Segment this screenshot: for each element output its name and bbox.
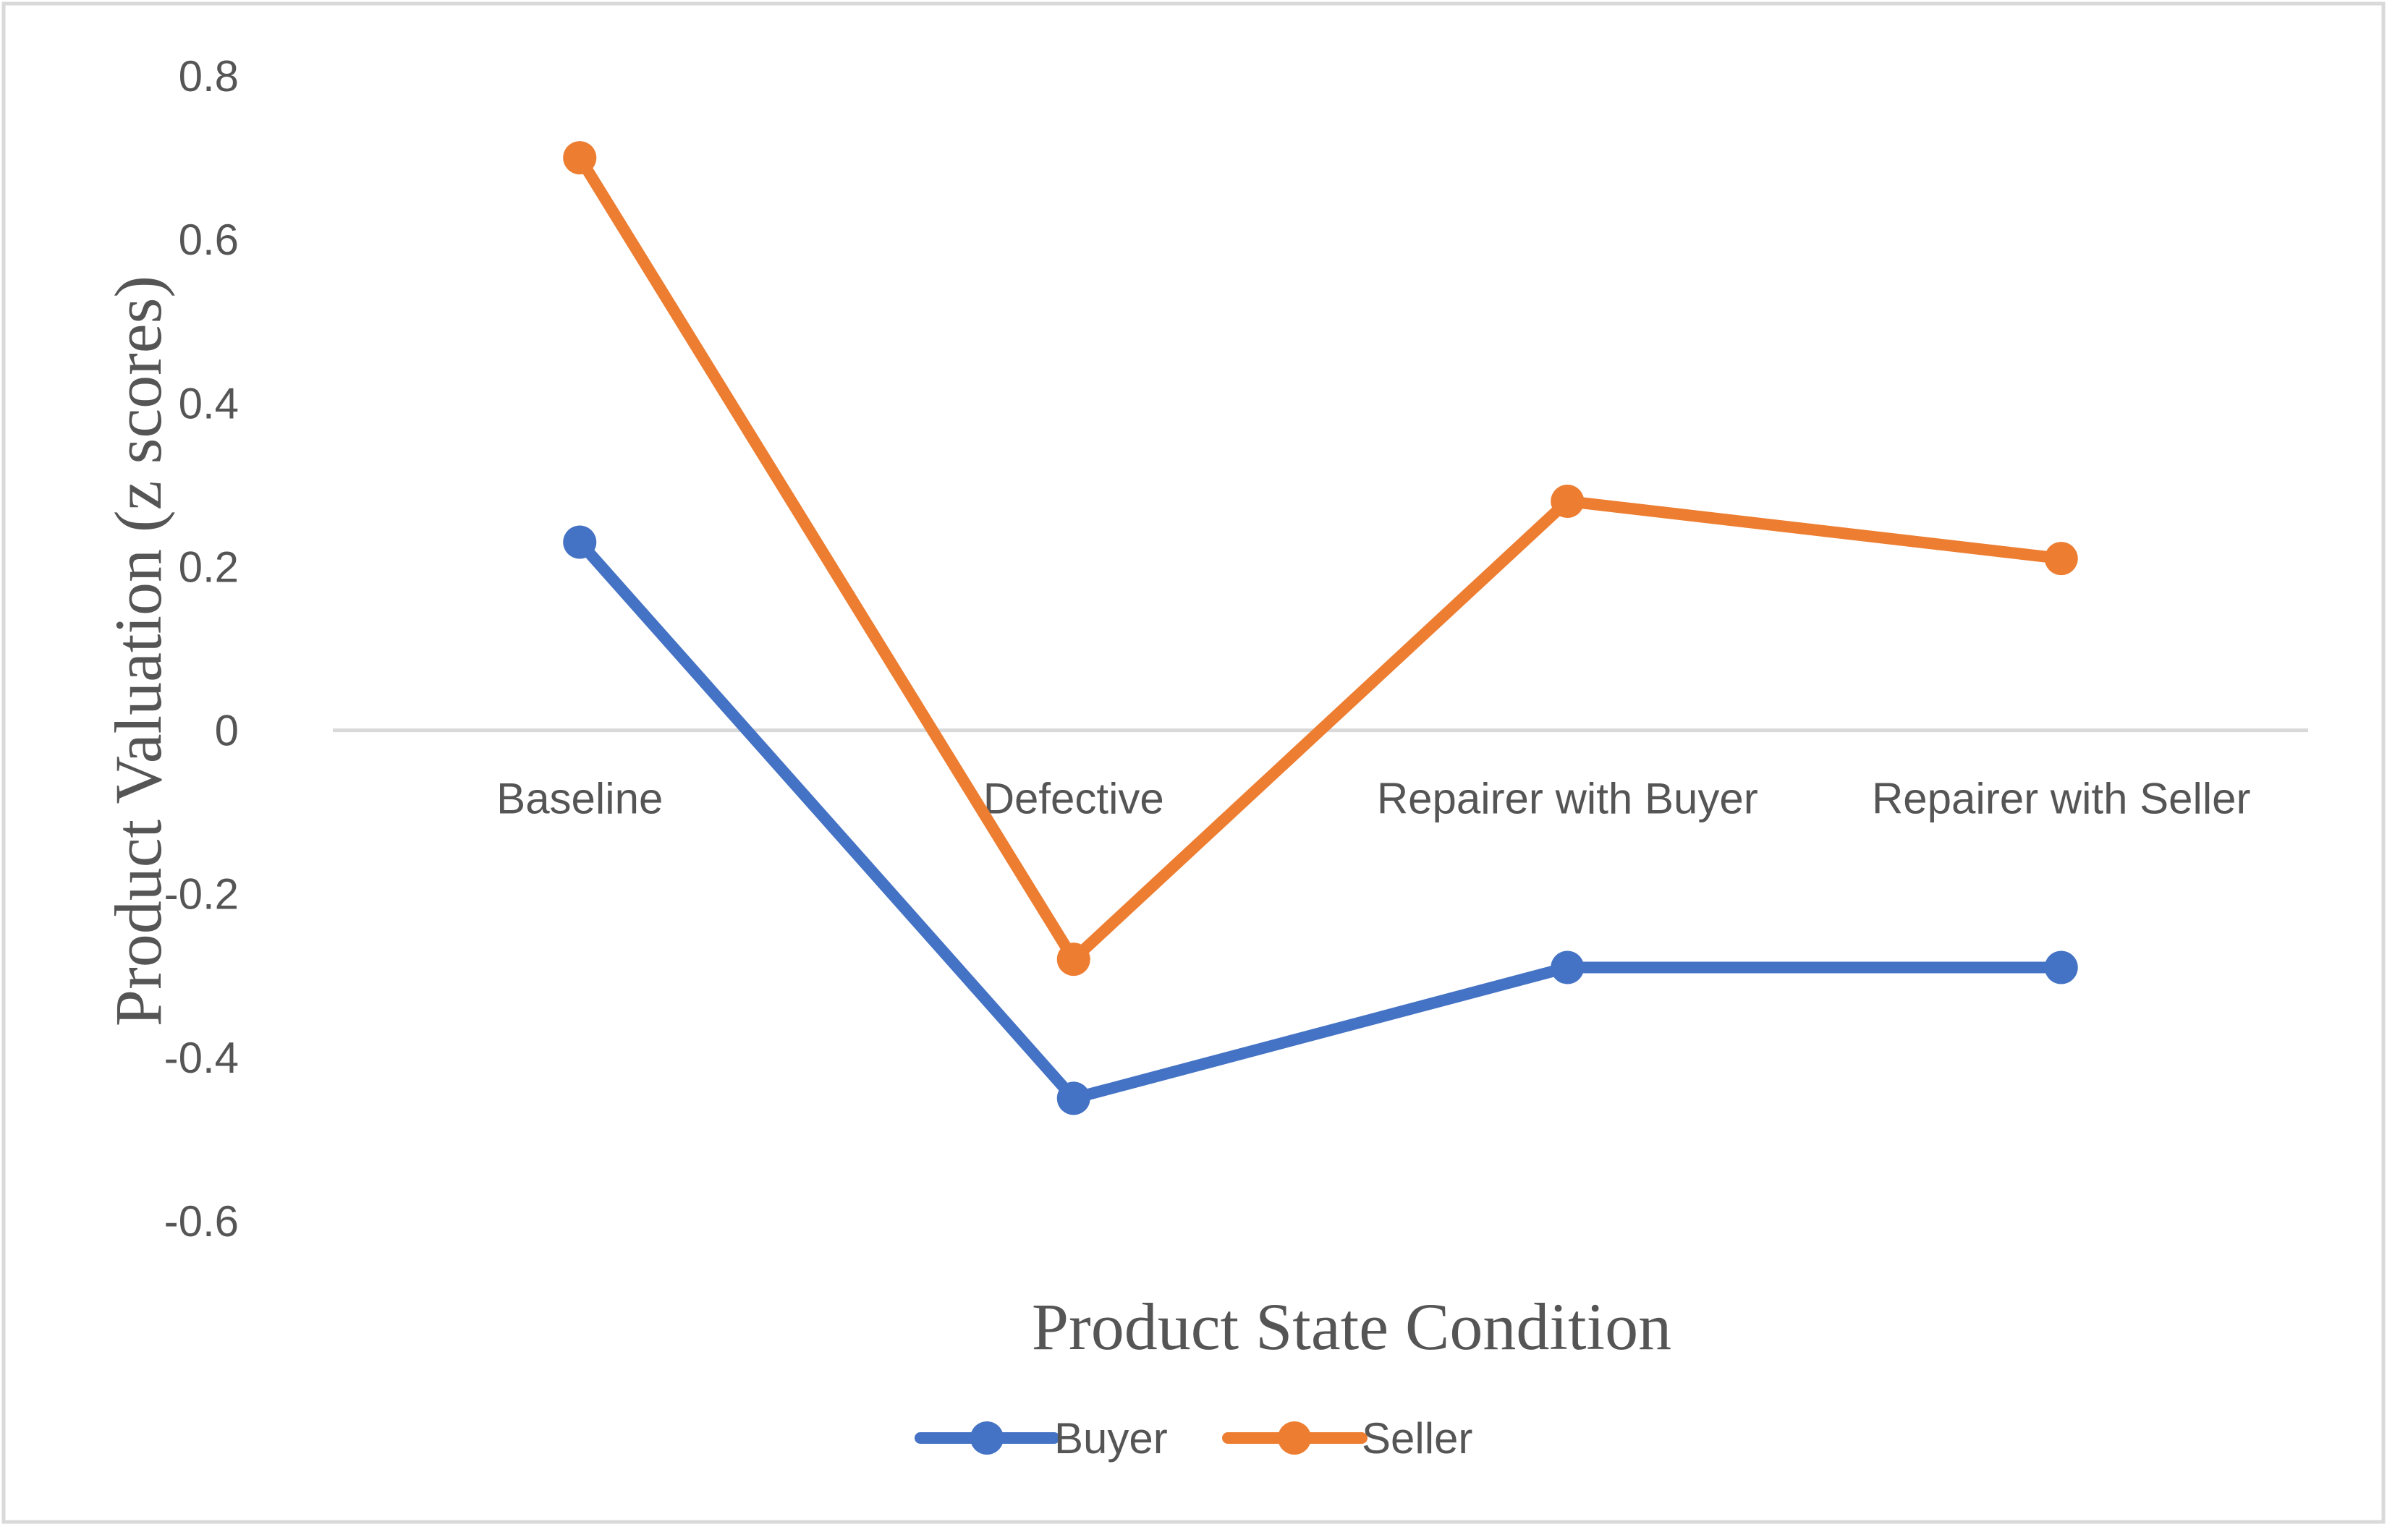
data-point-buyer — [1056, 1081, 1090, 1115]
legend-swatch-marker-seller — [1278, 1421, 1311, 1455]
x-category-label: Repairer with Buyer — [1377, 775, 1758, 823]
x-category-label: Baseline — [496, 775, 663, 823]
data-point-buyer — [2044, 950, 2078, 984]
y-tick-label: 0 — [215, 707, 239, 755]
category-labels: Baseline Defective Repairer with Buyer Repa… — [496, 775, 2250, 823]
series-group — [563, 141, 2078, 1115]
x-category-label: Repairer with Seller — [1872, 775, 2251, 823]
series-line-buyer — [574, 536, 2067, 1105]
legend-label-buyer: Buyer — [1054, 1414, 1168, 1463]
data-point-seller — [1551, 484, 1585, 518]
y-tick-label: -0.4 — [164, 1034, 239, 1082]
data-point-buyer — [563, 525, 597, 559]
x-axis-title: Product State Condition — [1032, 1290, 1671, 1364]
y-tick-label: 0.2 — [179, 543, 239, 591]
y-tick-label: 0.4 — [179, 379, 239, 427]
series-line-seller — [574, 152, 2067, 966]
legend-swatch-marker-buyer — [970, 1421, 1004, 1455]
legend-label-seller: Seller — [1362, 1414, 1472, 1463]
y-tick-label: -0.6 — [164, 1197, 239, 1246]
data-point-seller — [2044, 542, 2078, 576]
legend: Buyer Seller — [915, 1414, 1472, 1463]
y-tick-label: 0.6 — [179, 216, 239, 264]
y-axis-title: Product Valuation (z scores) — [101, 276, 175, 1026]
y-tick-label: -0.2 — [164, 870, 239, 919]
y-axis-ticks: 0.8 0.6 0.4 0.2 0 -0.2 -0.4 -0.6 — [164, 52, 239, 1246]
x-category-label: Defective — [983, 775, 1164, 823]
data-point-seller — [563, 141, 597, 175]
data-point-seller — [1056, 943, 1090, 977]
y-tick-label: 0.8 — [179, 52, 239, 101]
data-point-buyer — [1551, 950, 1585, 984]
